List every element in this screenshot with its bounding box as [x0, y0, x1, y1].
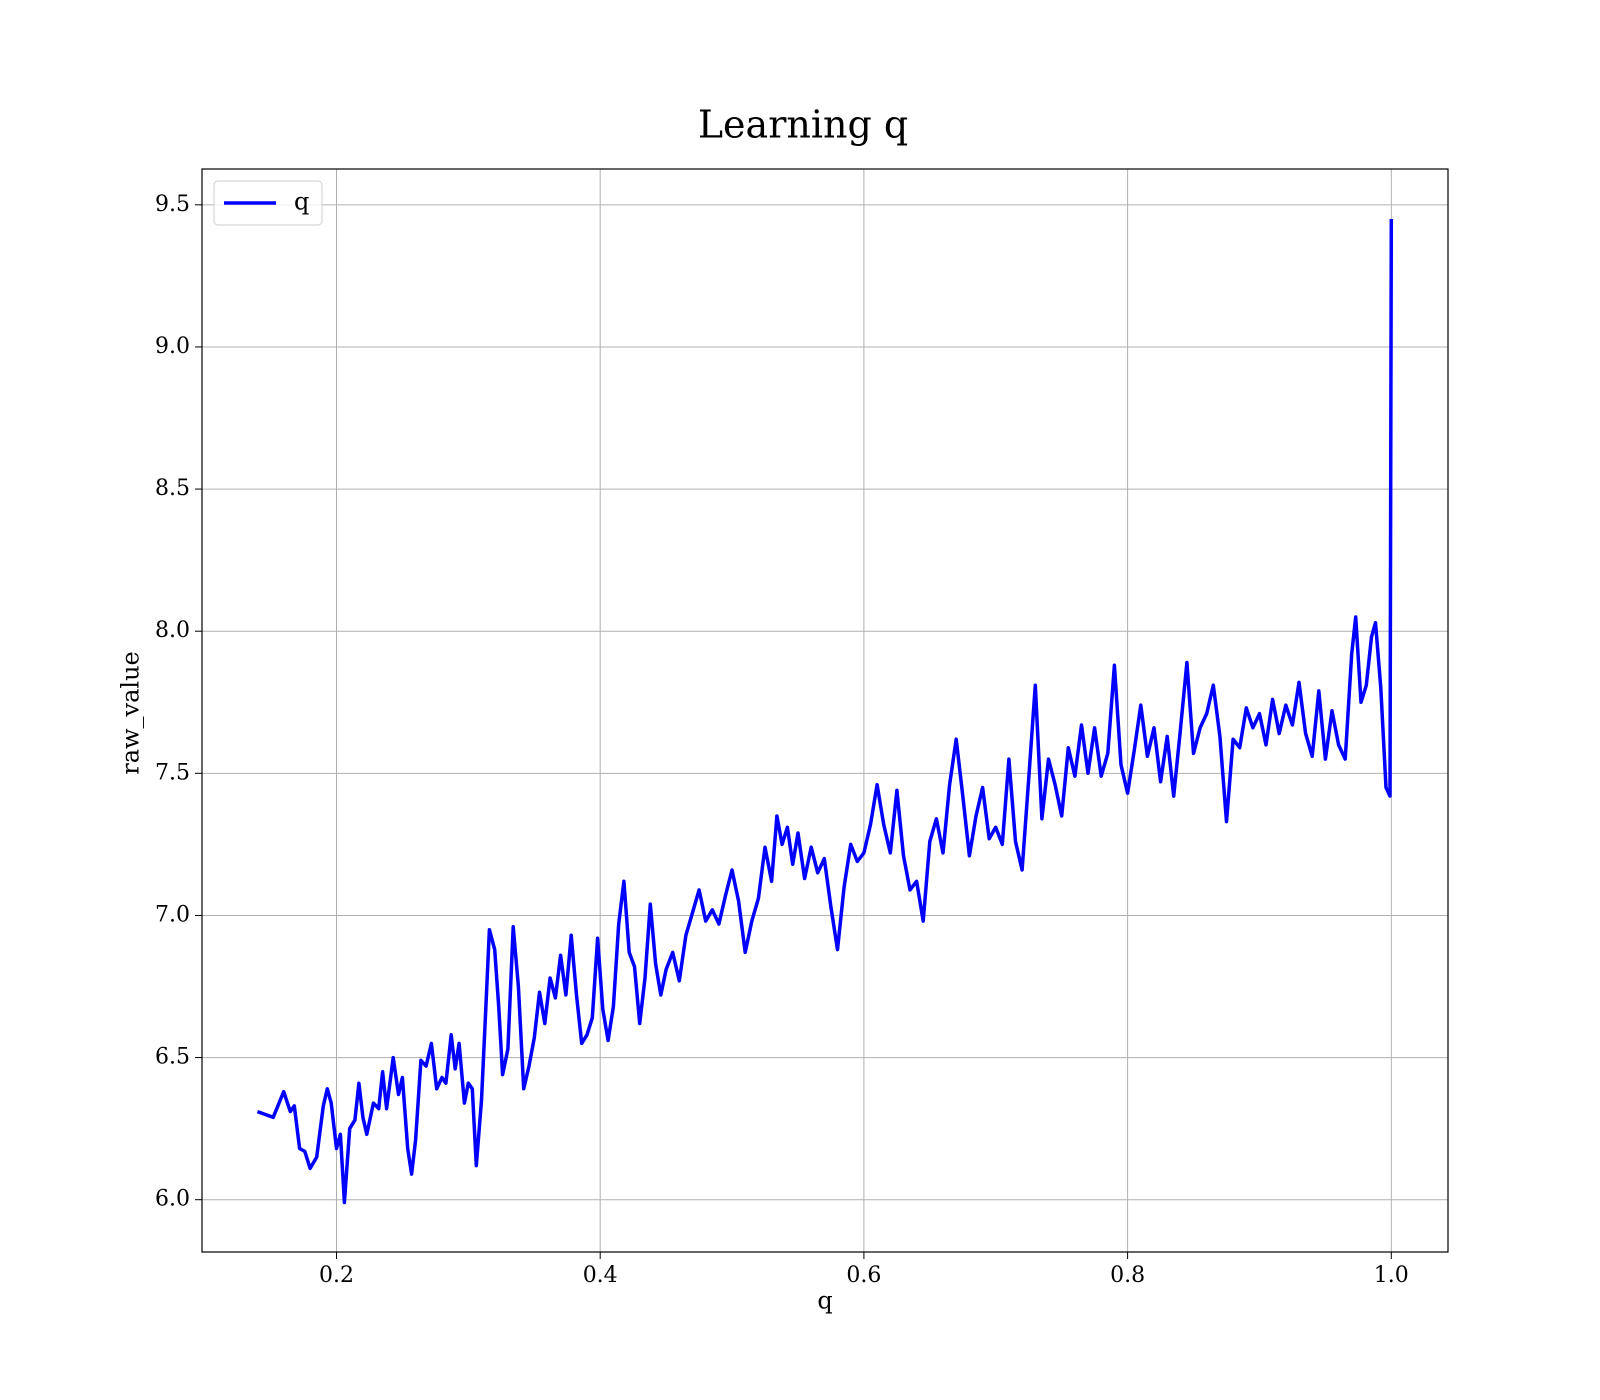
chart-title: Learning q — [698, 103, 908, 147]
data-line — [256, 218, 1394, 1205]
x-tick-label: 1.0 — [1374, 1263, 1409, 1288]
x-tick-label: 0.8 — [1110, 1263, 1145, 1288]
y-tick-label: 7.0 — [155, 902, 190, 927]
plot-frame — [201, 168, 1449, 1253]
x-tick-label: 0.6 — [846, 1263, 881, 1288]
x-tick-label: 0.4 — [583, 1263, 618, 1288]
y-tick-label: 8.0 — [155, 618, 190, 643]
y-tick-label: 9.0 — [155, 334, 190, 359]
y-tick-label: 9.5 — [155, 192, 190, 217]
y-axis-label: raw_value — [117, 651, 145, 775]
legend-label: q — [294, 188, 309, 216]
x-axis-label: q — [817, 1287, 832, 1315]
y-tick-label: 6.0 — [155, 1187, 190, 1212]
y-tick-label: 6.5 — [155, 1045, 190, 1070]
y-tick-label: 7.5 — [155, 760, 190, 785]
x-tick-label: 0.2 — [319, 1263, 354, 1288]
y-tick-label: 8.5 — [155, 476, 190, 501]
